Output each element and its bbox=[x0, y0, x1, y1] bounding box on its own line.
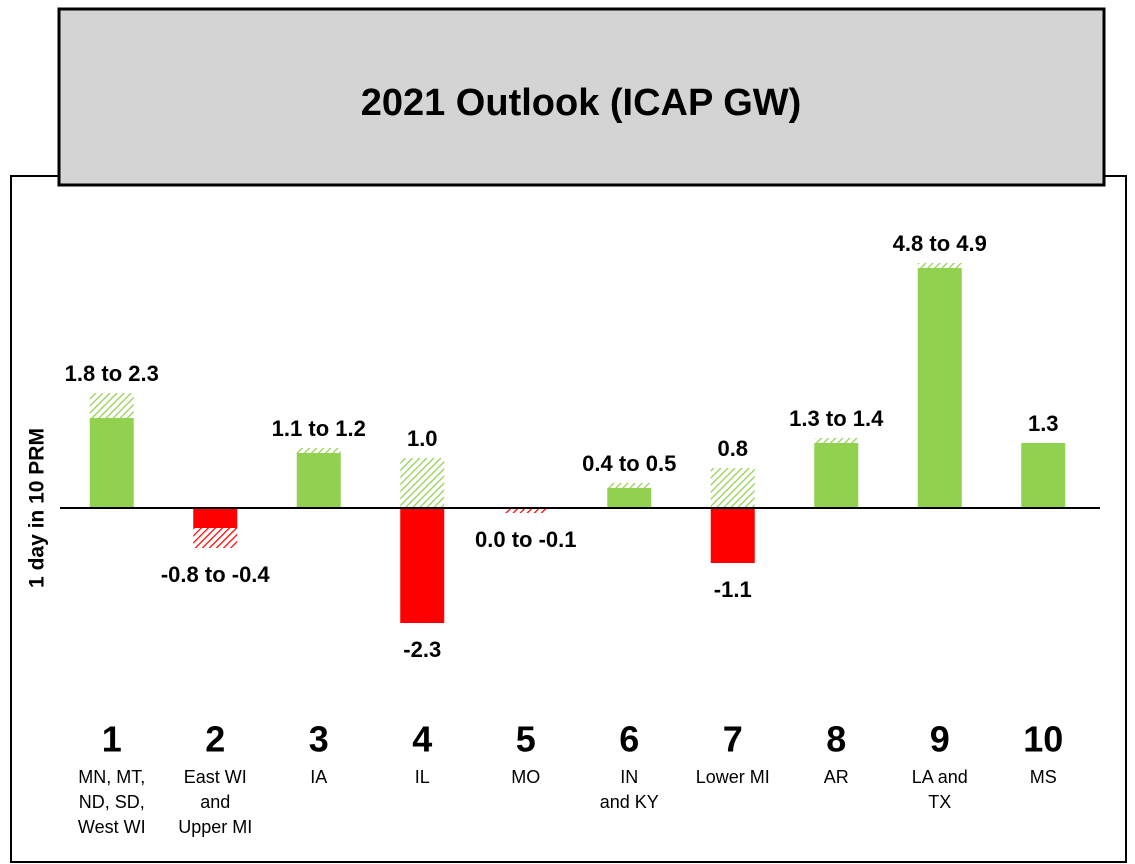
firm-bar bbox=[89, 418, 134, 508]
category-number: 1 bbox=[102, 719, 122, 760]
category-name: LA and bbox=[912, 767, 968, 787]
category-name: MS bbox=[1030, 767, 1057, 787]
range-bar bbox=[814, 438, 859, 443]
category-number: 4 bbox=[412, 719, 432, 760]
y-axis-label: 1 day in 10 PRM bbox=[26, 428, 49, 588]
category-name: East WI bbox=[184, 767, 247, 787]
category-number: 10 bbox=[1023, 719, 1063, 760]
category-number: 8 bbox=[826, 719, 846, 760]
firm-bar bbox=[814, 443, 859, 508]
range-bar bbox=[710, 468, 755, 508]
category-name: Lower MI bbox=[696, 767, 770, 787]
category-name: TX bbox=[928, 792, 951, 812]
upper-label: 0.4 to 0.5 bbox=[582, 451, 676, 476]
title-box bbox=[57, 7, 1106, 187]
firm-bar bbox=[1021, 443, 1066, 508]
firm-bar bbox=[710, 508, 755, 563]
firm-bar bbox=[193, 508, 238, 528]
category-name: AR bbox=[824, 767, 849, 787]
chart-title: 2021 Outlook (ICAP GW) bbox=[361, 82, 802, 124]
range-bar bbox=[503, 508, 548, 513]
category-name: IL bbox=[415, 767, 430, 787]
category-name: MO bbox=[511, 767, 540, 787]
category-number: 6 bbox=[619, 719, 639, 760]
range-bar bbox=[296, 448, 341, 453]
category-name: and KY bbox=[600, 792, 659, 812]
firm-bar bbox=[400, 508, 445, 623]
upper-label: 1.3 bbox=[1028, 411, 1059, 436]
upper-label: 4.8 to 4.9 bbox=[893, 231, 987, 256]
upper-label: 1.0 bbox=[407, 426, 438, 451]
range-bar bbox=[400, 458, 445, 508]
upper-label: 0.8 bbox=[717, 436, 748, 461]
range-bar bbox=[917, 263, 962, 268]
range-bar bbox=[89, 393, 134, 418]
category-number: 5 bbox=[516, 719, 536, 760]
lower-label: -1.1 bbox=[714, 577, 752, 602]
range-bar bbox=[607, 483, 652, 488]
lower-label: 0.0 to -0.1 bbox=[475, 527, 576, 552]
category-name: IN bbox=[620, 767, 638, 787]
upper-label: 1.3 to 1.4 bbox=[789, 406, 884, 431]
category-name: and bbox=[200, 792, 230, 812]
category-name: West WI bbox=[78, 817, 146, 837]
category-number: 9 bbox=[930, 719, 950, 760]
firm-bar bbox=[917, 268, 962, 508]
category-name: IA bbox=[310, 767, 327, 787]
firm-bar bbox=[296, 453, 341, 508]
lower-label: -0.8 to -0.4 bbox=[161, 562, 271, 587]
category-name: Upper MI bbox=[178, 817, 252, 837]
upper-label: 1.1 to 1.2 bbox=[272, 416, 366, 441]
category-number: 2 bbox=[205, 719, 225, 760]
firm-bar bbox=[607, 488, 652, 508]
range-bar bbox=[193, 528, 238, 548]
lower-label: -2.3 bbox=[403, 637, 441, 662]
category-name: ND, SD, bbox=[79, 792, 145, 812]
category-name: MN, MT, bbox=[78, 767, 145, 787]
upper-label: 1.8 to 2.3 bbox=[65, 361, 159, 386]
category-number: 7 bbox=[723, 719, 743, 760]
category-number: 3 bbox=[309, 719, 329, 760]
